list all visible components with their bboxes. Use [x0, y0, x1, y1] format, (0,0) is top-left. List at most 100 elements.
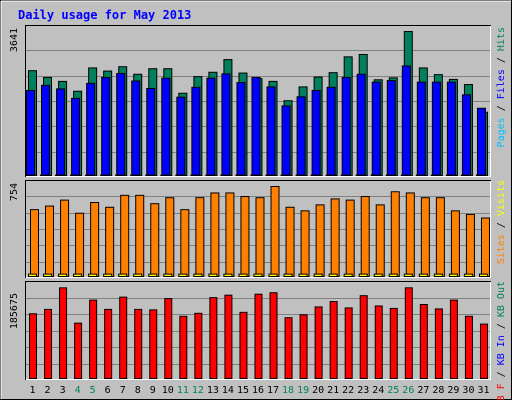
bar-visits-24 [375, 204, 385, 277]
bar-visits-10 [165, 197, 175, 277]
x-tick-label-30: 30 [462, 385, 474, 396]
bar-visits-17 [270, 186, 280, 277]
bar-visits-23 [360, 196, 370, 277]
bar-files-25 [386, 80, 396, 176]
bar-visits-1 [30, 209, 39, 277]
ymax-label-kbytes: 185675 [9, 293, 20, 329]
bar-visits-2 [45, 205, 55, 277]
x-tick-label-11: 11 [177, 385, 189, 396]
bar-kbf-7 [119, 296, 128, 379]
bar-kbf-8 [134, 308, 143, 380]
x-tick-label-9: 9 [150, 385, 156, 396]
bar-files-16 [251, 76, 261, 176]
legend-separator: / [496, 317, 507, 335]
legend-kbytes: KB F / KB In / KB Out [496, 281, 507, 400]
bar-kbf-29 [449, 299, 458, 379]
bar-visits-27 [420, 197, 430, 277]
bar-files-29 [446, 81, 456, 176]
bar-files-24 [371, 81, 381, 176]
bar-sites-2 [43, 273, 53, 277]
bar-kbf-28 [434, 308, 443, 379]
legend-entry-files: Files [496, 69, 507, 99]
bar-sites-4 [73, 273, 83, 277]
legend-hits: Pages / Files / Hits [496, 27, 507, 147]
bar-files-4 [71, 97, 81, 176]
x-tick-label-12: 12 [192, 385, 204, 396]
bar-kbf-13 [209, 297, 218, 380]
bar-sites-12 [193, 273, 203, 277]
bar-files-1 [26, 89, 35, 176]
bar-visits-29 [450, 210, 460, 277]
bar-sites-19 [298, 273, 308, 277]
x-tick-label-16: 16 [252, 385, 264, 396]
x-tick-label-15: 15 [237, 385, 249, 396]
bar-files-9 [146, 87, 156, 176]
bar-files-23 [356, 73, 366, 176]
bar-sites-25 [388, 273, 398, 277]
bar-sites-5 [88, 273, 98, 277]
legend-visits: Sites / Visits [496, 180, 507, 264]
bar-files-18 [281, 105, 291, 176]
x-tick-label-3: 3 [60, 385, 66, 396]
x-tick-label-17: 17 [267, 385, 279, 396]
bar-kbf-17 [269, 292, 278, 379]
bar-visits-31 [480, 217, 490, 277]
bar-visits-11 [180, 209, 190, 277]
chart-title: Daily usage for May 2013 [18, 8, 191, 22]
bar-visits-13 [210, 192, 220, 277]
bar-sites-7 [118, 273, 128, 277]
bar-sites-16 [253, 273, 263, 277]
x-tick-label-24: 24 [372, 385, 384, 396]
x-tick-label-27: 27 [417, 385, 429, 396]
legend-separator: / [496, 216, 507, 234]
bar-visits-16 [255, 197, 265, 277]
bar-visits-22 [345, 199, 355, 277]
bar-sites-9 [148, 273, 158, 277]
legend-entry-kb-out: KB Out [496, 281, 507, 317]
bar-sites-15 [238, 273, 248, 277]
bar-files-12 [191, 86, 201, 176]
bar-files-30 [461, 94, 471, 176]
bar-visits-12 [195, 197, 205, 277]
legend-separator: / [496, 99, 507, 117]
bar-kbf-23 [359, 295, 368, 380]
bar-kbf-9 [149, 309, 158, 380]
bar-kbf-16 [254, 293, 263, 380]
bar-files-17 [266, 86, 276, 176]
bar-visits-20 [315, 204, 325, 277]
bar-files-7 [116, 72, 126, 176]
x-tick-label-31: 31 [477, 385, 489, 396]
bar-kbf-3 [59, 287, 68, 379]
bar-visits-5 [90, 201, 100, 277]
bar-sites-1 [28, 273, 37, 277]
bar-files-10 [161, 77, 171, 176]
bar-files-13 [206, 77, 216, 176]
bar-visits-7 [120, 194, 130, 277]
bar-kbf-21 [329, 301, 338, 379]
bar-files-20 [311, 89, 321, 176]
bar-sites-13 [208, 273, 218, 277]
bar-visits-15 [240, 196, 250, 277]
bar-visits-9 [150, 203, 160, 277]
x-tick-label-29: 29 [447, 385, 459, 396]
bar-files-19 [296, 96, 306, 176]
bar-sites-28 [433, 273, 443, 277]
bar-visits-18 [285, 206, 295, 277]
x-tick-label-2: 2 [45, 385, 51, 396]
bar-sites-10 [163, 273, 173, 277]
bar-kbf-26 [404, 287, 413, 379]
bar-kbf-31 [479, 323, 488, 379]
bar-kbf-24 [374, 305, 383, 380]
legend-entry-sites: Sites [496, 234, 507, 264]
bar-visits-26 [405, 192, 415, 277]
bar-files-14 [221, 73, 231, 176]
x-tick-label-10: 10 [162, 385, 174, 396]
bar-kbf-11 [179, 315, 188, 380]
x-tick-label-1: 1 [30, 385, 36, 396]
bar-sites-23 [358, 273, 368, 277]
bar-visits-6 [105, 206, 115, 277]
x-tick-label-20: 20 [312, 385, 324, 396]
x-tick-label-22: 22 [342, 385, 354, 396]
